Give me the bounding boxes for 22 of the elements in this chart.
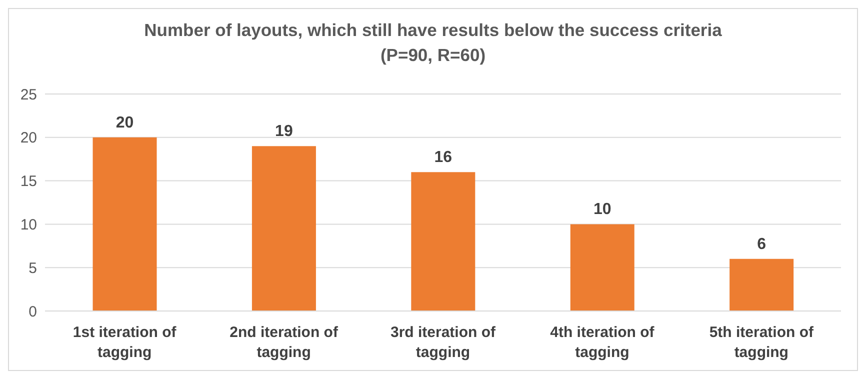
y-tick-label: 25 xyxy=(20,86,37,104)
chart-title: Number of layouts, which still have results below the success criteria (P=90, R=60) xyxy=(143,19,723,67)
x-tick-label: 2nd iteration of tagging xyxy=(230,324,339,361)
data-label: 20 xyxy=(116,114,134,132)
bar xyxy=(252,146,316,311)
y-tick-label: 10 xyxy=(20,216,37,234)
x-tick-label: 5th iteration of tagging xyxy=(709,324,814,361)
x-tick-label: 4th iteration of tagging xyxy=(550,324,656,361)
x-tick-label: 3rd iteration of tagging xyxy=(390,324,497,361)
y-tick-label: 0 xyxy=(28,303,37,320)
data-label: 6 xyxy=(757,236,766,253)
data-label: 16 xyxy=(434,149,452,166)
data-label: 19 xyxy=(275,123,293,140)
y-tick-label: 5 xyxy=(28,260,37,277)
y-tick-label: 15 xyxy=(20,173,37,190)
bar xyxy=(92,137,157,311)
bar xyxy=(570,224,634,311)
bar xyxy=(411,172,476,311)
x-tick-label: 1st iteration of tagging xyxy=(72,324,178,361)
y-tick-label: 20 xyxy=(20,130,37,147)
data-label: 10 xyxy=(593,201,612,218)
bar xyxy=(730,258,794,311)
